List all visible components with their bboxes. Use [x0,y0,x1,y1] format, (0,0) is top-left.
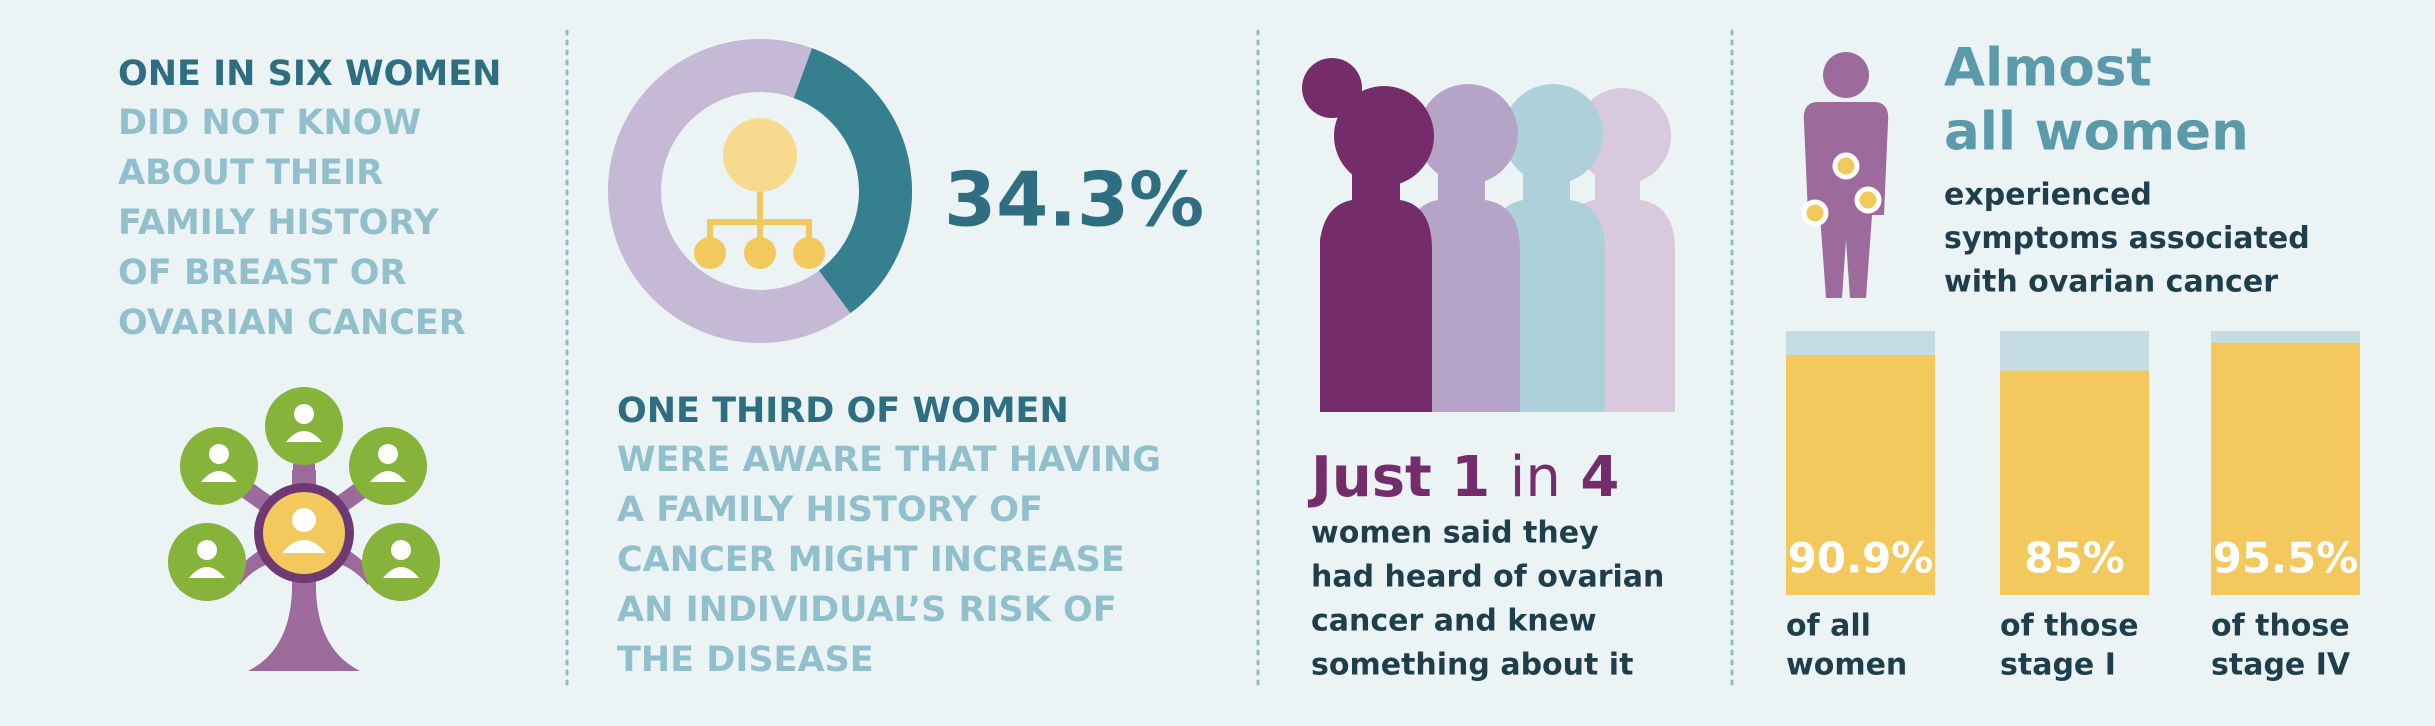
panel4-headline: all women [1944,102,2249,163]
bar [1786,355,1935,595]
panel3-headline: Just 1 in 4 [1307,445,1619,510]
bar-value-label: 90.9% [1788,534,1934,583]
bar-caption: of those [2000,609,2139,644]
women-silhouettes [1302,58,1675,412]
bar-caption: of those [2211,609,2350,644]
body-line: something about it [1311,648,1633,683]
body-line: cancer and knew [1311,604,1597,639]
body-line: WERE AWARE THAT HAVING [617,440,1161,480]
bar-caption: stage I [2000,648,2116,683]
bar-caption: of all [1786,609,1871,644]
bar [2211,342,2360,595]
donut-value-label: 34.3% [944,156,1204,244]
headline-part: Just 1 [1307,445,1490,510]
body-line: symptoms associated [1944,221,2310,256]
panel4-headline: Almost [1944,38,2152,99]
body-line: OF BREAST OR [118,253,406,293]
bar [2000,370,2149,595]
bar-value-label: 85% [2024,534,2125,583]
headline-part: in [1510,445,1561,510]
body-line: THE DISEASE [617,640,874,680]
bar-caption: women [1786,648,1907,683]
body-line: AN INDIVIDUAL’S RISK OF [617,590,1117,630]
body-line: FAMILY HISTORY [118,203,439,243]
body-line: OVARIAN CANCER [118,303,466,343]
body-line: DID NOT KNOW [118,103,421,143]
heading: ONE IN SIX WOMEN [118,54,501,94]
body-line: had heard of ovarian [1311,560,1664,595]
donut-segment [793,48,912,314]
body-line: experienced [1944,178,2152,213]
person-icon [1801,52,1889,298]
hierarchy-icon [694,118,825,269]
body-line: women said they [1311,516,1599,551]
bar-caption: stage IV [2211,648,2351,683]
body-line: ABOUT THEIR [118,153,383,193]
body-line: A FAMILY HISTORY OF [617,490,1043,530]
body-line: with ovarian cancer [1944,265,2278,300]
body-line: CANCER MIGHT INCREASE [617,540,1125,580]
headline-part: 4 [1580,445,1619,510]
bar-value-label: 95.5% [2213,534,2359,583]
family-tree-icon [168,387,440,671]
heading: ONE THIRD OF WOMEN [617,391,1069,431]
